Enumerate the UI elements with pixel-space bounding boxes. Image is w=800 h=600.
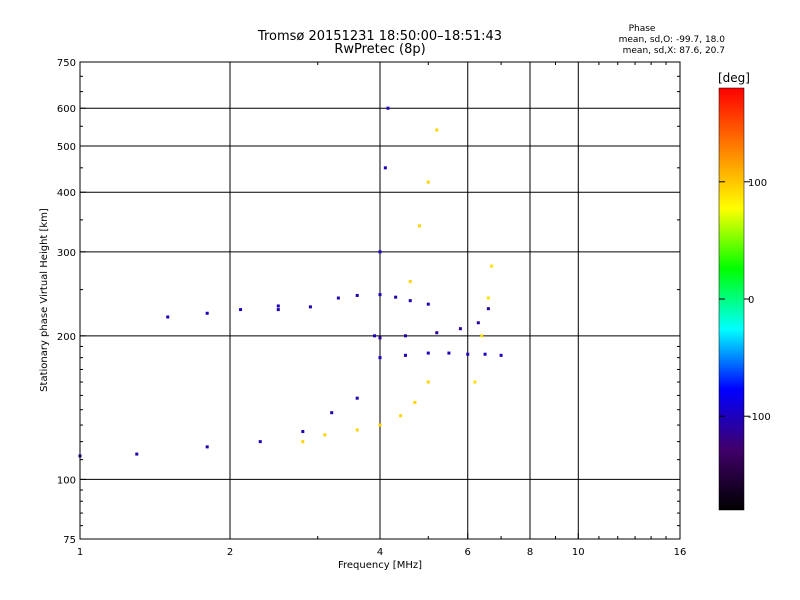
trace-8 — [378, 307, 490, 340]
x-tick-label: 10 — [572, 547, 585, 558]
phase-o-stats: mean, sd,O: -99.7, 18.0 — [619, 35, 726, 45]
trace-point — [135, 452, 139, 456]
trace-point — [378, 293, 382, 297]
x-tick-label: 4 — [377, 547, 383, 558]
trace-point — [403, 353, 407, 357]
y-tick-label: 200 — [57, 332, 76, 343]
trace-point — [426, 351, 430, 355]
trace-point — [476, 321, 480, 325]
y-tick-label: 400 — [57, 188, 76, 199]
trace-point — [473, 380, 477, 384]
trace-point — [378, 250, 382, 254]
chart-subtitle: RwPretec (8p) — [334, 42, 425, 57]
trace-point — [378, 423, 382, 427]
trace-point — [276, 308, 280, 312]
chart-title: Tromsø 20151231 18:50:00–18:51:43 — [257, 29, 502, 44]
trace-point — [386, 106, 390, 110]
y-tick-label: 600 — [57, 104, 76, 115]
y-axis-label: Stationary phase Virtual Height [km] — [39, 208, 50, 392]
trace-9 — [473, 264, 494, 384]
trace-point — [239, 308, 243, 312]
data-points — [78, 106, 503, 458]
trace-point — [330, 411, 334, 415]
trace-point — [276, 304, 280, 308]
trace-point — [435, 128, 439, 132]
trace-point — [499, 353, 503, 357]
trace-point — [205, 445, 209, 449]
trace-point — [417, 224, 421, 228]
trace-5 — [373, 106, 390, 338]
trace-point — [466, 352, 470, 356]
trace-point — [458, 327, 462, 331]
y-tick-label: 75 — [63, 535, 76, 546]
y-tick-label: 100 — [57, 475, 76, 486]
trace-1 — [78, 396, 359, 458]
x-tick-label: 1 — [77, 547, 83, 558]
trace-point — [426, 180, 430, 184]
x-axis-label: Frequency [MHz] — [338, 560, 422, 571]
trace-point — [480, 334, 484, 338]
trace-4 — [301, 380, 430, 444]
trace-point — [413, 400, 417, 404]
trace-point — [323, 433, 327, 437]
colorbar-tick-label: 100 — [748, 178, 767, 189]
x-tick-label: 2 — [227, 547, 233, 558]
x-tick-label: 8 — [527, 547, 533, 558]
trace-point — [378, 356, 382, 360]
trace-point — [447, 351, 451, 355]
trace-point — [205, 311, 209, 315]
trace-point — [166, 315, 170, 319]
trace-2 — [166, 304, 280, 319]
trace-point — [258, 440, 262, 444]
trace-point — [435, 331, 439, 335]
y-axis-ticks: 75 100 200 300 400 500 600 750 — [57, 58, 680, 546]
trace-point — [490, 264, 494, 268]
trace-6 — [408, 128, 439, 283]
trace-point — [355, 396, 359, 400]
trace-point — [308, 305, 312, 309]
trace-3 — [276, 293, 430, 312]
y-tick-label: 500 — [57, 142, 76, 153]
trace-point — [394, 295, 398, 299]
phase-heading: Phase — [629, 24, 656, 34]
trace-point — [408, 299, 412, 303]
colorbar-tick-label: 0 — [748, 295, 754, 306]
x-axis-ticks: 1 2 4 6 8 10 16 — [77, 62, 687, 558]
y-tick-label: 750 — [57, 58, 76, 69]
trace-point — [426, 380, 430, 384]
x-tick-label: 6 — [465, 547, 471, 558]
trace-point — [408, 279, 412, 283]
trace-point — [483, 352, 487, 356]
phase-x-stats: mean, sd,X: 87.6, 20.7 — [623, 46, 725, 56]
trace-point — [378, 336, 382, 340]
trace-point — [486, 307, 490, 311]
x-tick-label: 16 — [674, 547, 687, 558]
y-tick-label: 300 — [57, 248, 76, 259]
trace-point — [336, 296, 340, 300]
trace-point — [383, 166, 387, 170]
trace-point — [403, 334, 407, 338]
trace-7 — [378, 351, 503, 360]
colorbar-label: [deg] — [718, 71, 750, 85]
trace-point — [355, 293, 359, 297]
trace-point — [301, 430, 305, 434]
trace-point — [355, 428, 359, 432]
colorbar-ticks: -100 0 100 — [719, 178, 771, 423]
trace-point — [486, 296, 490, 300]
grid-lines — [80, 62, 680, 539]
trace-point — [426, 302, 430, 306]
trace-point — [373, 334, 377, 338]
trace-point — [399, 414, 403, 418]
colorbar-tick-label: -100 — [748, 412, 771, 423]
trace-point — [301, 440, 305, 444]
